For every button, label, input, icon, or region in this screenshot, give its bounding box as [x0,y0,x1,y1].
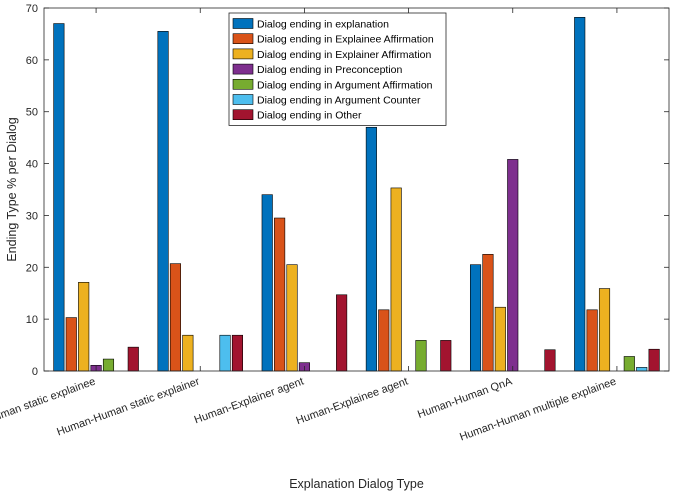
legend-swatch [232,94,254,105]
bar-dialog-ending-in-explanation-2 [157,31,169,372]
legend-label: Dialog ending in explanation [257,19,389,31]
legend-label: Dialog ending in Preconception [257,64,403,76]
x-axis-title: Explanation Dialog Type [289,477,424,491]
legend-swatch [232,48,254,60]
bar-dialog-ending-in-explanation-4 [365,126,377,372]
bar-dialog-ending-in-explainee-affirmation-1 [65,317,77,372]
y-tick-label: 30 [26,210,38,222]
y-axis-title: Ending Type % per Dialog [5,117,19,261]
x-tick-label: Human-Explainee agent [295,376,410,428]
bar-dialog-ending-in-argument-affirmation-1 [102,358,115,372]
axes-layer [43,7,670,372]
bar-dialog-ending-in-explainer-affirmation-1 [78,282,90,372]
legend-label: Dialog ending in Other [257,110,362,122]
y-tick-label: 40 [26,159,38,171]
y-tick-label: 0 [32,366,38,378]
bar-dialog-ending-in-explanation-3 [261,194,273,372]
bar-dialog-ending-in-explainer-affirmation-3 [286,264,298,372]
plot-frame [43,7,670,372]
bar-dialog-ending-in-other-5 [544,349,556,372]
bar-dialog-ending-in-preconception-5 [507,159,519,372]
bar-dialog-ending-in-other-6 [648,348,660,372]
legend-swatch [232,79,254,90]
legend-label: Dialog ending in Explainee Affirmation [257,34,434,46]
y-tick-label: 50 [26,107,38,119]
bar-dialog-ending-in-explainer-affirmation-6 [598,288,611,372]
y-tick-label: 60 [26,55,38,67]
bar-dialog-ending-in-other-2 [231,334,243,372]
bar-dialog-ending-in-explanation-5 [469,264,482,372]
legend-swatch [232,33,254,45]
legend-swatch [232,18,254,29]
bar-dialog-ending-in-argument-affirmation-6 [623,356,635,372]
y-tick-label: 20 [26,262,38,274]
bar-dialog-ending-in-explanation-6 [574,17,586,372]
bar-dialog-ending-in-argument-affirmation-4 [415,340,427,372]
bar-dialog-ending-in-explainee-affirmation-5 [482,254,494,372]
bar-dialog-ending-in-other-1 [127,346,139,372]
bar-dialog-ending-in-explainee-affirmation-2 [169,263,181,372]
legend-label: Dialog ending in Argument Counter [257,95,421,107]
legend-swatch [232,63,254,75]
legend-box [228,12,447,126]
bar-dialog-ending-in-explainer-affirmation-2 [182,334,194,372]
legend-label: Dialog ending in Argument Affirmation [257,79,433,91]
bar-dialog-ending-in-other-3 [336,294,348,372]
bar-dialog-ending-in-explainee-affirmation-3 [274,217,286,372]
bar-dialog-ending-in-argument-counter-2 [219,334,231,372]
legend-swatch [232,109,254,120]
bar-dialog-ending-in-explainer-affirmation-4 [390,187,402,372]
legend-label: Dialog ending in Explainer Affirmation [257,49,431,61]
bar-dialog-ending-in-explanation-1 [53,23,65,372]
bar-dialog-ending-in-explainer-affirmation-5 [494,306,506,372]
x-tick-label: Human-Explainer agent [193,376,306,427]
x-tick-label: Human-Human QnA [416,375,514,421]
bar-dialog-ending-in-explainee-affirmation-6 [586,309,598,372]
bars-layer [53,17,660,372]
y-tick-label: 10 [26,314,38,326]
bar-dialog-ending-in-explainee-affirmation-4 [378,309,390,372]
bar-dialog-ending-in-other-4 [440,340,452,372]
y-tick-label: 70 [26,3,38,15]
legend: Dialog ending in explanation Dialog endin… [228,12,447,126]
bar-dialog-ending-in-argument-counter-6 [636,367,648,372]
